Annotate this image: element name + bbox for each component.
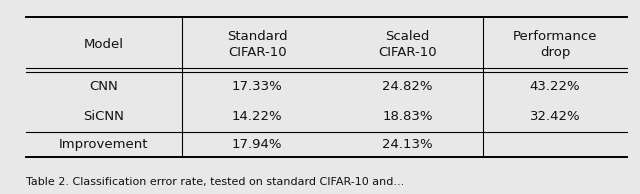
Text: 24.82%: 24.82% — [382, 80, 433, 93]
Text: 14.22%: 14.22% — [232, 110, 282, 123]
Text: SiCNN: SiCNN — [83, 110, 124, 123]
Text: 24.13%: 24.13% — [382, 138, 433, 151]
Text: 18.83%: 18.83% — [382, 110, 433, 123]
Text: Scaled
CIFAR-10: Scaled CIFAR-10 — [378, 30, 437, 59]
Text: 32.42%: 32.42% — [530, 110, 580, 123]
Text: CNN: CNN — [90, 80, 118, 93]
Text: Performance
drop: Performance drop — [513, 30, 597, 59]
Text: 17.94%: 17.94% — [232, 138, 282, 151]
Text: Model: Model — [84, 38, 124, 51]
Text: 17.33%: 17.33% — [232, 80, 283, 93]
Text: 43.22%: 43.22% — [530, 80, 580, 93]
Text: Standard
CIFAR-10: Standard CIFAR-10 — [227, 30, 287, 59]
Text: Table 2. Classification error rate, tested on standard CIFAR-10 and...: Table 2. Classification error rate, test… — [26, 177, 404, 187]
Text: Improvement: Improvement — [59, 138, 148, 151]
